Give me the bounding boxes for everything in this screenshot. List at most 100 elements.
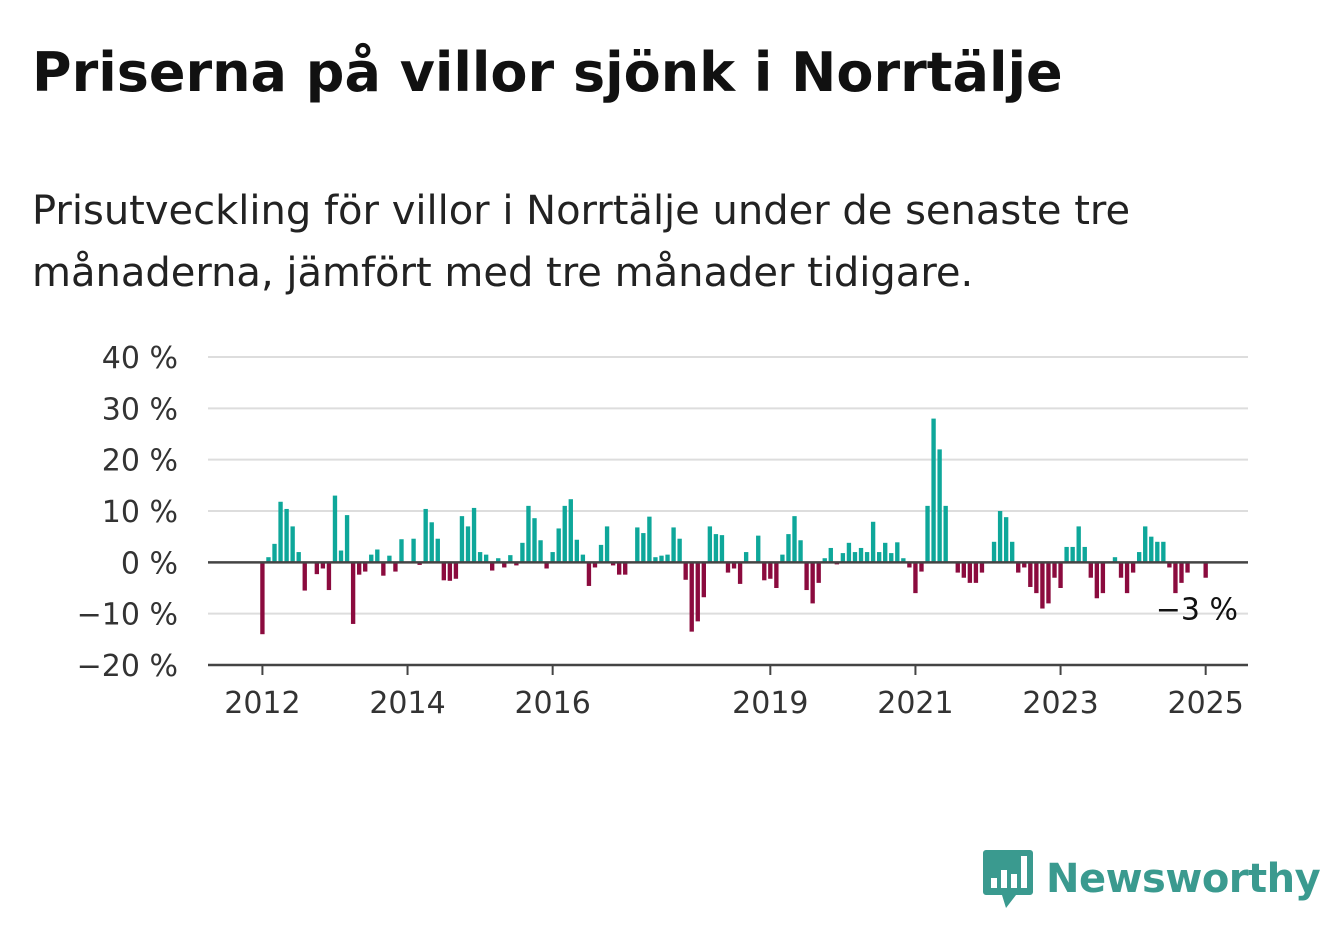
bar xyxy=(1179,562,1184,583)
bar xyxy=(907,562,912,568)
bar xyxy=(943,505,948,563)
bar xyxy=(810,562,815,604)
bar xyxy=(544,562,549,569)
bar xyxy=(580,554,586,563)
bar xyxy=(490,562,495,571)
bar xyxy=(1022,562,1027,568)
bar xyxy=(623,562,628,575)
bar xyxy=(441,562,446,581)
bar xyxy=(1082,546,1087,563)
bar xyxy=(447,562,453,581)
bar xyxy=(695,562,700,622)
bar xyxy=(743,552,749,563)
bar xyxy=(363,562,368,572)
bar xyxy=(272,543,277,563)
bar xyxy=(1040,562,1045,609)
bar xyxy=(266,557,271,563)
bar xyxy=(562,505,567,563)
bar xyxy=(683,562,688,580)
bar xyxy=(828,547,833,563)
bar xyxy=(532,518,537,563)
bar xyxy=(889,553,894,563)
bar xyxy=(1185,562,1190,573)
bar xyxy=(725,562,731,573)
bar xyxy=(864,552,870,563)
bar xyxy=(1173,562,1178,594)
bar xyxy=(689,562,694,632)
bar xyxy=(1203,562,1208,578)
bar xyxy=(1088,562,1093,578)
bar xyxy=(804,562,809,591)
y-tick-label: 0 % xyxy=(121,546,178,581)
y-tick-label: −20 % xyxy=(77,649,178,684)
bar xyxy=(502,562,507,568)
bar xyxy=(514,562,519,566)
bar xyxy=(508,555,513,563)
bar xyxy=(719,535,725,563)
bar xyxy=(1130,562,1136,573)
bar xyxy=(278,501,283,563)
annotations: −3 % xyxy=(1156,593,1238,628)
newsworthy-logo-text: Newsworthy xyxy=(1046,856,1321,902)
bar xyxy=(1136,552,1142,563)
bar xyxy=(1034,562,1039,594)
bar xyxy=(483,554,489,563)
last-value-label: −3 % xyxy=(1156,593,1238,628)
bar xyxy=(338,550,344,563)
bar xyxy=(1161,541,1166,563)
bar xyxy=(423,508,428,563)
x-tick-label: 2025 xyxy=(1167,686,1243,721)
bar xyxy=(556,528,561,563)
y-tick-label: 20 % xyxy=(102,444,178,479)
bar xyxy=(852,552,858,563)
y-tick-label: −10 % xyxy=(77,598,178,633)
bar xyxy=(1028,562,1033,587)
bar xyxy=(647,516,652,563)
bar xyxy=(568,499,573,563)
x-tick-label: 2012 xyxy=(224,686,300,721)
bar xyxy=(296,552,301,563)
bar xyxy=(1094,562,1100,599)
bar xyxy=(314,562,320,575)
bar xyxy=(417,562,422,565)
bar xyxy=(1124,562,1130,594)
bar xyxy=(520,542,525,563)
bar xyxy=(465,526,471,563)
bar xyxy=(677,538,682,563)
bar xyxy=(774,562,779,588)
bar xyxy=(260,562,265,635)
bar xyxy=(290,526,295,563)
bar xyxy=(846,542,852,563)
chart-title: Priserna på villor sjönk i Norrtälje xyxy=(32,41,1063,104)
x-axis-labels: 2012 2014 2016 2019 2021 2023 2025 xyxy=(224,686,1244,721)
bar xyxy=(635,527,640,563)
bar xyxy=(665,554,670,563)
bar xyxy=(550,552,555,563)
bar xyxy=(586,562,592,586)
bar xyxy=(320,562,326,569)
bar xyxy=(925,505,930,563)
bar xyxy=(284,508,289,563)
bar xyxy=(381,562,386,576)
bar xyxy=(1003,517,1009,563)
bar xyxy=(792,516,797,563)
bar xyxy=(1046,562,1051,604)
bar xyxy=(1155,541,1160,563)
y-tick-label: 30 % xyxy=(102,392,178,427)
bar xyxy=(1118,562,1124,578)
bar xyxy=(526,505,531,563)
bar xyxy=(1016,562,1021,573)
bar xyxy=(997,511,1003,563)
gridlines xyxy=(208,356,1248,615)
bar xyxy=(961,562,966,578)
bar xyxy=(822,558,827,563)
bar xyxy=(332,495,338,563)
bar xyxy=(1052,562,1057,578)
bar xyxy=(1100,562,1106,594)
bar xyxy=(919,562,924,572)
bar xyxy=(326,562,332,591)
bar xyxy=(780,554,785,563)
y-tick-label: 40 % xyxy=(102,341,178,376)
bar xyxy=(876,552,882,563)
bar xyxy=(538,540,543,563)
